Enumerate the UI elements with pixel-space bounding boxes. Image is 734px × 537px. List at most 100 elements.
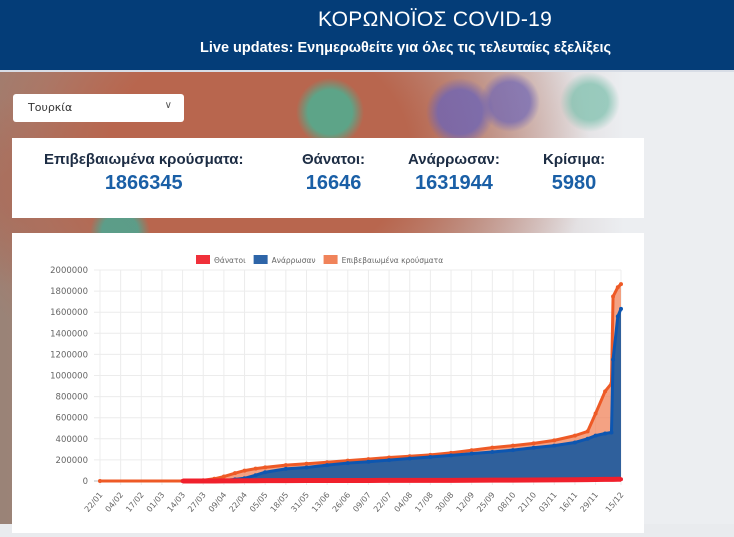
data-point[interactable] [531, 441, 536, 446]
data-point[interactable] [490, 449, 495, 454]
data-point[interactable] [531, 477, 536, 482]
stat-deaths: Θάνατοι: 16646 [302, 151, 365, 195]
data-point[interactable] [615, 285, 620, 290]
data-point[interactable] [242, 468, 247, 473]
data-point[interactable] [233, 478, 238, 483]
chevron-down-icon: ∨ [164, 100, 172, 111]
x-tick-label: 22/04 [227, 491, 249, 514]
data-point[interactable] [283, 478, 288, 483]
data-point[interactable] [611, 357, 616, 362]
data-point[interactable] [619, 282, 623, 287]
data-point[interactable] [263, 470, 268, 475]
data-point[interactable] [221, 474, 226, 479]
legend-label[interactable]: Επιβεβαιωμένα κρούσματα [342, 256, 444, 265]
data-point[interactable] [233, 471, 238, 476]
stat-critical: Κρίσιμα: 5980 [543, 151, 605, 195]
data-point[interactable] [221, 478, 226, 483]
data-point[interactable] [593, 433, 598, 438]
legend-swatch[interactable] [253, 255, 268, 264]
data-point[interactable] [304, 461, 309, 466]
stat-value: 1631944 [415, 172, 493, 194]
data-point[interactable] [611, 477, 616, 482]
data-point[interactable] [593, 411, 598, 416]
y-tick-label: 0 [83, 477, 88, 487]
x-tick-label: 04/08 [393, 491, 415, 514]
data-point[interactable] [242, 478, 247, 483]
data-point[interactable] [593, 477, 598, 482]
data-point[interactable] [201, 478, 206, 483]
data-point[interactable] [253, 473, 258, 478]
legend-swatch[interactable] [323, 255, 338, 264]
data-point[interactable] [585, 429, 590, 434]
data-point[interactable] [345, 478, 350, 483]
data-point[interactable] [345, 461, 350, 466]
data-point[interactable] [469, 478, 474, 483]
legend-label[interactable]: Θάνατοι [214, 256, 246, 265]
data-point[interactable] [490, 478, 495, 483]
data-point[interactable] [552, 438, 557, 443]
data-point[interactable] [449, 478, 454, 483]
x-tick-label: 09/07 [351, 491, 373, 514]
data-point[interactable] [263, 465, 268, 470]
data-point[interactable] [366, 459, 371, 464]
data-point[interactable] [510, 448, 515, 453]
data-point[interactable] [304, 465, 309, 470]
data-point[interactable] [180, 479, 185, 483]
x-tick-label: 27/03 [186, 491, 208, 514]
data-point[interactable] [190, 478, 195, 483]
data-point[interactable] [615, 477, 620, 482]
data-point[interactable] [469, 451, 474, 456]
data-point[interactable] [603, 477, 608, 482]
x-tick-label: 22/01 [83, 491, 105, 514]
data-point[interactable] [469, 448, 474, 453]
y-tick-label: 1400000 [50, 329, 88, 339]
data-point[interactable] [531, 445, 536, 450]
x-tick-label: 15/12 [604, 491, 626, 514]
data-point[interactable] [585, 477, 590, 482]
data-point[interactable] [510, 443, 515, 448]
data-point[interactable] [325, 460, 330, 465]
data-point[interactable] [304, 478, 309, 483]
legend-swatch[interactable] [196, 255, 210, 264]
data-point[interactable] [552, 477, 557, 482]
data-point[interactable] [585, 436, 590, 441]
data-point[interactable] [552, 443, 557, 448]
data-point[interactable] [510, 478, 515, 483]
x-tick-label: 26/06 [331, 491, 353, 514]
data-point[interactable] [253, 466, 258, 471]
data-point[interactable] [428, 478, 433, 483]
data-point[interactable] [387, 458, 392, 463]
data-point[interactable] [619, 477, 623, 482]
x-tick-label: 22/07 [372, 491, 394, 514]
data-point[interactable] [212, 478, 217, 483]
data-point[interactable] [387, 478, 392, 483]
data-point[interactable] [407, 478, 412, 483]
data-point[interactable] [490, 445, 495, 450]
data-point[interactable] [325, 478, 330, 483]
x-tick-label: 31/05 [289, 491, 311, 514]
data-point[interactable] [619, 306, 623, 311]
data-point[interactable] [609, 430, 614, 435]
data-point[interactable] [603, 431, 608, 436]
data-point[interactable] [366, 478, 371, 483]
cases-chart: Θάνατοι Ανάρρωσαν Επιβεβαιωμένα κρούσματα 0… [50, 255, 626, 514]
data-point[interactable] [98, 479, 102, 483]
data-point[interactable] [603, 389, 608, 394]
data-point[interactable] [428, 454, 433, 459]
data-point[interactable] [283, 463, 288, 468]
data-point[interactable] [615, 314, 620, 319]
data-point[interactable] [611, 294, 616, 299]
country-select[interactable]: Τουρκία ∨ [13, 94, 184, 122]
data-point[interactable] [263, 478, 268, 483]
data-point[interactable] [325, 463, 330, 468]
data-point[interactable] [253, 478, 258, 483]
x-tick-label: 12/09 [455, 491, 477, 514]
data-point[interactable] [572, 477, 577, 482]
data-point[interactable] [407, 456, 412, 461]
x-tick-label: 13/06 [310, 491, 332, 514]
legend-label[interactable]: Ανάρρωσαν [272, 256, 316, 265]
data-point[interactable] [283, 466, 288, 471]
data-point[interactable] [572, 440, 577, 445]
data-point[interactable] [572, 433, 577, 438]
data-point[interactable] [449, 453, 454, 458]
